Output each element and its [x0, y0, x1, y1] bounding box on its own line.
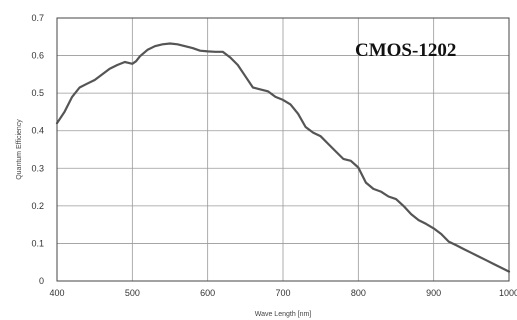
- y-tick-labels: 0 0.1 0.2 0.3 0.4 0.5 0.6 0.7: [31, 13, 44, 286]
- y-tick-label: 0.5: [31, 88, 44, 98]
- plot-frame: [56, 17, 510, 282]
- y-axis-title: Quantum Efficiency: [16, 119, 23, 180]
- series-group: [55, 42, 511, 273]
- y-tick-label: 0.2: [31, 201, 44, 211]
- y-tick-label: 0.6: [31, 51, 44, 61]
- y-tick-label: 0.7: [31, 13, 44, 23]
- chart-annotation: CMOS-1202: [355, 40, 456, 61]
- y-tick-label: 0: [39, 276, 44, 286]
- x-tick-label: 400: [49, 288, 64, 298]
- x-tick-label: 500: [125, 288, 140, 298]
- x-tick-label: 600: [200, 288, 215, 298]
- y-tick-label: 0.4: [31, 126, 44, 136]
- x-tick-label: 900: [426, 288, 441, 298]
- x-tick-label: 800: [351, 288, 366, 298]
- x-tick-labels: 400 500 600 700 800 900 1000: [49, 288, 517, 298]
- series-line: [55, 42, 511, 273]
- x-tick-label: 700: [275, 288, 290, 298]
- y-tick-label: 0.3: [31, 163, 44, 173]
- y-tick-label: 0.1: [31, 238, 44, 248]
- grid-lines: [57, 18, 509, 281]
- x-axis-title: Wave Length [nm]: [255, 311, 312, 318]
- x-tick-label: 1000: [499, 288, 517, 298]
